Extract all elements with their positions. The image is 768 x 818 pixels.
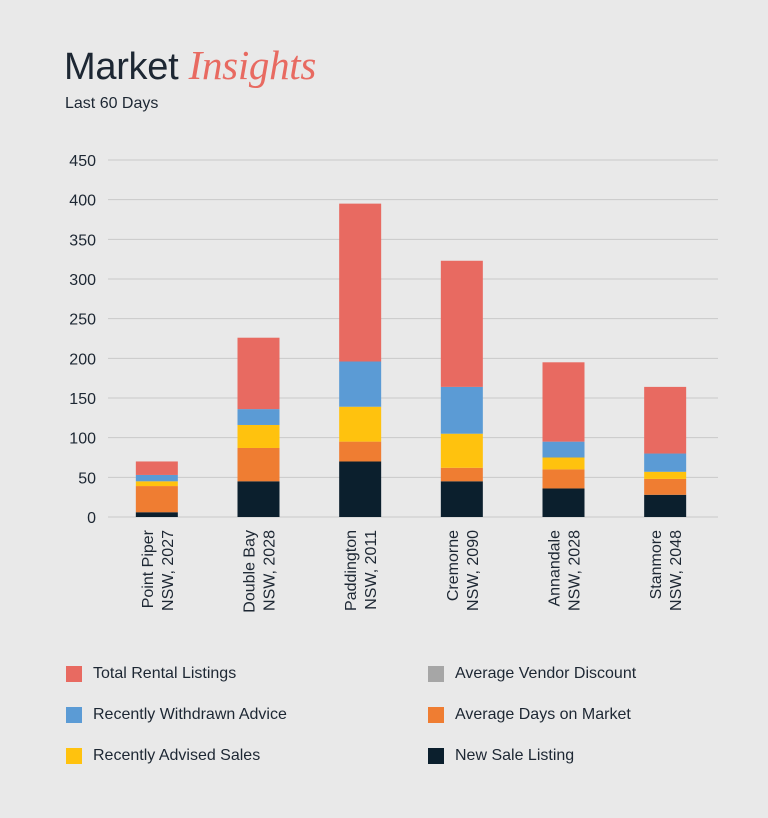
bar-segment [440,433,483,468]
legend-swatch [66,666,82,682]
x-tick-label-line: Annandale [547,530,564,607]
legend-swatch [66,748,82,764]
legend-label: Recently Advised Sales [93,747,261,764]
bar-segment [339,441,382,462]
bar-segment [440,481,483,517]
x-tick-label-line: NSW, 2027 [160,530,177,611]
legend-label: Total Rental Listings [93,665,237,682]
bar-segment [644,478,687,495]
y-tick-label: 50 [78,470,96,487]
legend-item-new-sale: New Sale Listing [428,746,574,766]
legend-item-vendor-discount: Average Vendor Discount [428,664,636,684]
bar-segment [440,386,483,434]
y-tick-label: 100 [69,431,96,448]
x-tick-label-line: NSW, 2028 [262,530,279,611]
bar-segment [440,260,483,387]
legend-item-withdrawn: Recently Withdrawn Advice [66,705,287,725]
bar-segment [237,337,280,410]
x-tick-label-line: Paddington [343,530,360,611]
legend-label: Recently Withdrawn Advice [93,706,287,723]
bar-segment [339,203,382,362]
y-tick-label: 350 [69,232,96,249]
y-tick-label: 250 [69,312,96,329]
bar-segment [542,488,585,517]
x-tick-label: Double Bay NSW, 2028 [242,530,279,613]
legend-swatch [428,666,444,682]
legend-item-days-on-market: Average Days on Market [428,705,631,725]
x-tick-label-line: Stanmore [648,530,665,599]
y-tick-label: 150 [69,391,96,408]
x-tick-label: Stanmore NSW, 2048 [648,530,685,611]
bar-segment [237,447,280,482]
y-tick-label: 400 [69,193,96,210]
y-tick-label: 200 [69,351,96,368]
x-tick-label-line: Point Piper [140,529,157,608]
bar-segment [135,512,178,517]
chart-title-main: Market [64,46,179,88]
x-tick-label-line: Cremorne [445,530,462,601]
bar-segment [644,471,687,479]
bar-segment [440,467,483,482]
bar-segment [339,361,382,407]
y-tick-label: 300 [69,272,96,289]
y-axis-ticks: 0 50 100 150 200 250 300 350 400 450 [69,153,96,527]
x-tick-label-line: NSW, 2048 [668,530,685,611]
bar-segment [542,362,585,442]
x-tick-label: Point Piper NSW, 2027 [140,529,177,611]
bar-segment [542,441,585,458]
bar-segment [644,494,687,517]
y-tick-label: 0 [87,510,96,527]
legend-label: Average Vendor Discount [455,665,637,682]
bar-segment [542,469,585,489]
bar-segment [644,453,687,472]
legend-swatch [428,707,444,723]
bar-segment [135,481,178,487]
bar-segment [542,457,585,470]
x-tick-label-line: Double Bay [242,530,259,613]
chart-subtitle: Last 60 Days [65,95,159,112]
x-tick-label-line: NSW, 2028 [567,530,584,611]
bar-segment [644,386,687,454]
bar-segment [135,486,178,513]
x-axis-ticks: Point Piper NSW, 2027 Double Bay NSW, 2028 P… [140,529,685,612]
grid-lines [108,159,718,518]
x-tick-label-line: NSW, 2011 [363,530,380,610]
legend-item-total-rental: Total Rental Listings [66,664,236,684]
bar-segment [135,474,178,482]
bar-segment [237,409,280,425]
legend-swatch [66,707,82,723]
legend-item-advised-sales: Recently Advised Sales [66,746,260,766]
bar-segment [339,406,382,442]
x-tick-label: Cremorne NSW, 2090 [445,530,482,611]
bar-segment [339,461,382,517]
x-tick-label: Paddington NSW, 2011 [343,530,380,611]
legend-swatch [428,748,444,764]
chart-title: Market Insights [64,42,316,90]
y-tick-label: 450 [69,153,96,170]
legend-label: New Sale Listing [455,747,575,764]
bar-segment [237,424,280,448]
chart-title-accent: Insights [188,42,317,88]
bar-segment [135,461,178,475]
bar-segment [237,481,280,517]
legend-label: Average Days on Market [455,706,631,723]
x-tick-label-line: NSW, 2090 [465,530,482,611]
bars [135,203,687,517]
x-tick-label: Annandale NSW, 2028 [547,530,584,611]
